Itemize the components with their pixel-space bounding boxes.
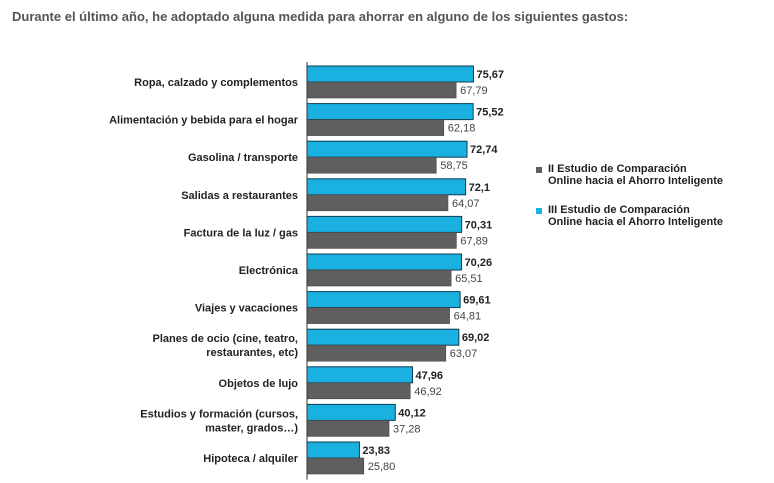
data-label-ii-estudio: 46,92 [414,386,442,398]
legend-label-iii-estudio: III Estudio de Comparación Online hacia … [548,204,724,228]
category-label: Estudios y formación (cursos, [140,408,298,420]
bar-ii-estudio [306,156,437,174]
data-label-ii-estudio: 64,81 [454,311,482,323]
data-label-iii-estudio: 72,1 [469,182,490,194]
bar-iii-estudio [306,253,463,271]
category-label: master, grados…) [205,422,298,434]
chart-legend: II Estudio de Comparación Online hacia e… [536,163,768,245]
bar-ii-estudio [306,269,452,287]
bar-iii-estudio [306,178,467,196]
category-label: Objetos de lujo [219,378,299,390]
data-label-iii-estudio: 69,61 [463,295,491,307]
data-label-iii-estudio: 23,83 [362,445,390,457]
data-label-ii-estudio: 58,75 [440,160,468,172]
data-label-ii-estudio: 65,51 [455,273,483,285]
category-label: Alimentación y bebida para el hogar [109,115,299,127]
bar-iii-estudio [306,328,460,346]
bar-ii-estudio [306,81,457,99]
chart-title: Durante el último año, he adoptado algun… [12,9,629,24]
category-label: Ropa, calzado y complementos [134,77,298,89]
bar-ii-estudio [306,119,445,136]
category-label: Factura de la luz / gas [184,227,298,239]
bar-ii-estudio [306,307,450,324]
category-label: restaurantes, etc) [206,347,298,359]
data-label-iii-estudio: 75,52 [476,107,504,119]
data-label-iii-estudio: 72,74 [470,144,498,156]
data-label-iii-estudio: 69,02 [462,332,490,344]
category-label: Gasolina / transporte [188,152,298,164]
category-label: Salidas a restaurantes [181,190,298,202]
bar-iii-estudio [306,215,463,233]
bar-ii-estudio [306,194,449,212]
bar-iii-estudio [306,140,468,158]
bar-iii-estudio [306,103,474,121]
category-label: Planes de ocio (cine, teatro, [153,333,299,345]
bar-iii-estudio [306,403,396,421]
data-label-iii-estudio: 70,26 [465,257,493,269]
legend-swatch-iii-estudio [536,208,542,214]
data-label-ii-estudio: 25,80 [368,461,396,473]
bar-ii-estudio [306,344,447,362]
category-label: Hipoteca / alquiler [203,453,298,465]
bar-iii-estudio [306,441,360,459]
legend-label-ii-estudio: II Estudio de Comparación Online hacia e… [548,163,724,187]
data-label-ii-estudio: 63,07 [450,348,478,360]
data-label-ii-estudio: 64,07 [452,198,480,210]
data-label-ii-estudio: 62,18 [448,123,476,135]
legend-item-ii-estudio: II Estudio de Comparación Online hacia e… [536,163,768,187]
bar-ii-estudio [306,457,365,475]
bar-ii-estudio [306,382,411,400]
data-label-ii-estudio: 37,28 [393,423,421,435]
data-label-iii-estudio: 75,67 [476,69,504,81]
data-label-iii-estudio: 40,12 [398,407,426,419]
data-label-iii-estudio: 70,31 [465,219,493,231]
bar-iii-estudio [306,366,414,384]
legend-item-iii-estudio: III Estudio de Comparación Online hacia … [536,204,768,228]
data-label-ii-estudio: 67,79 [460,85,488,97]
bar-ii-estudio [306,420,390,437]
data-label-iii-estudio: 47,96 [416,370,444,382]
bar-iii-estudio [306,291,461,309]
legend-swatch-ii-estudio [536,167,542,173]
category-label: Electrónica [239,265,299,277]
bar-ii-estudio [306,232,457,249]
category-label: Viajes y vacaciones [195,303,298,315]
data-label-ii-estudio: 67,89 [460,235,488,247]
bar-iii-estudio [306,65,474,83]
